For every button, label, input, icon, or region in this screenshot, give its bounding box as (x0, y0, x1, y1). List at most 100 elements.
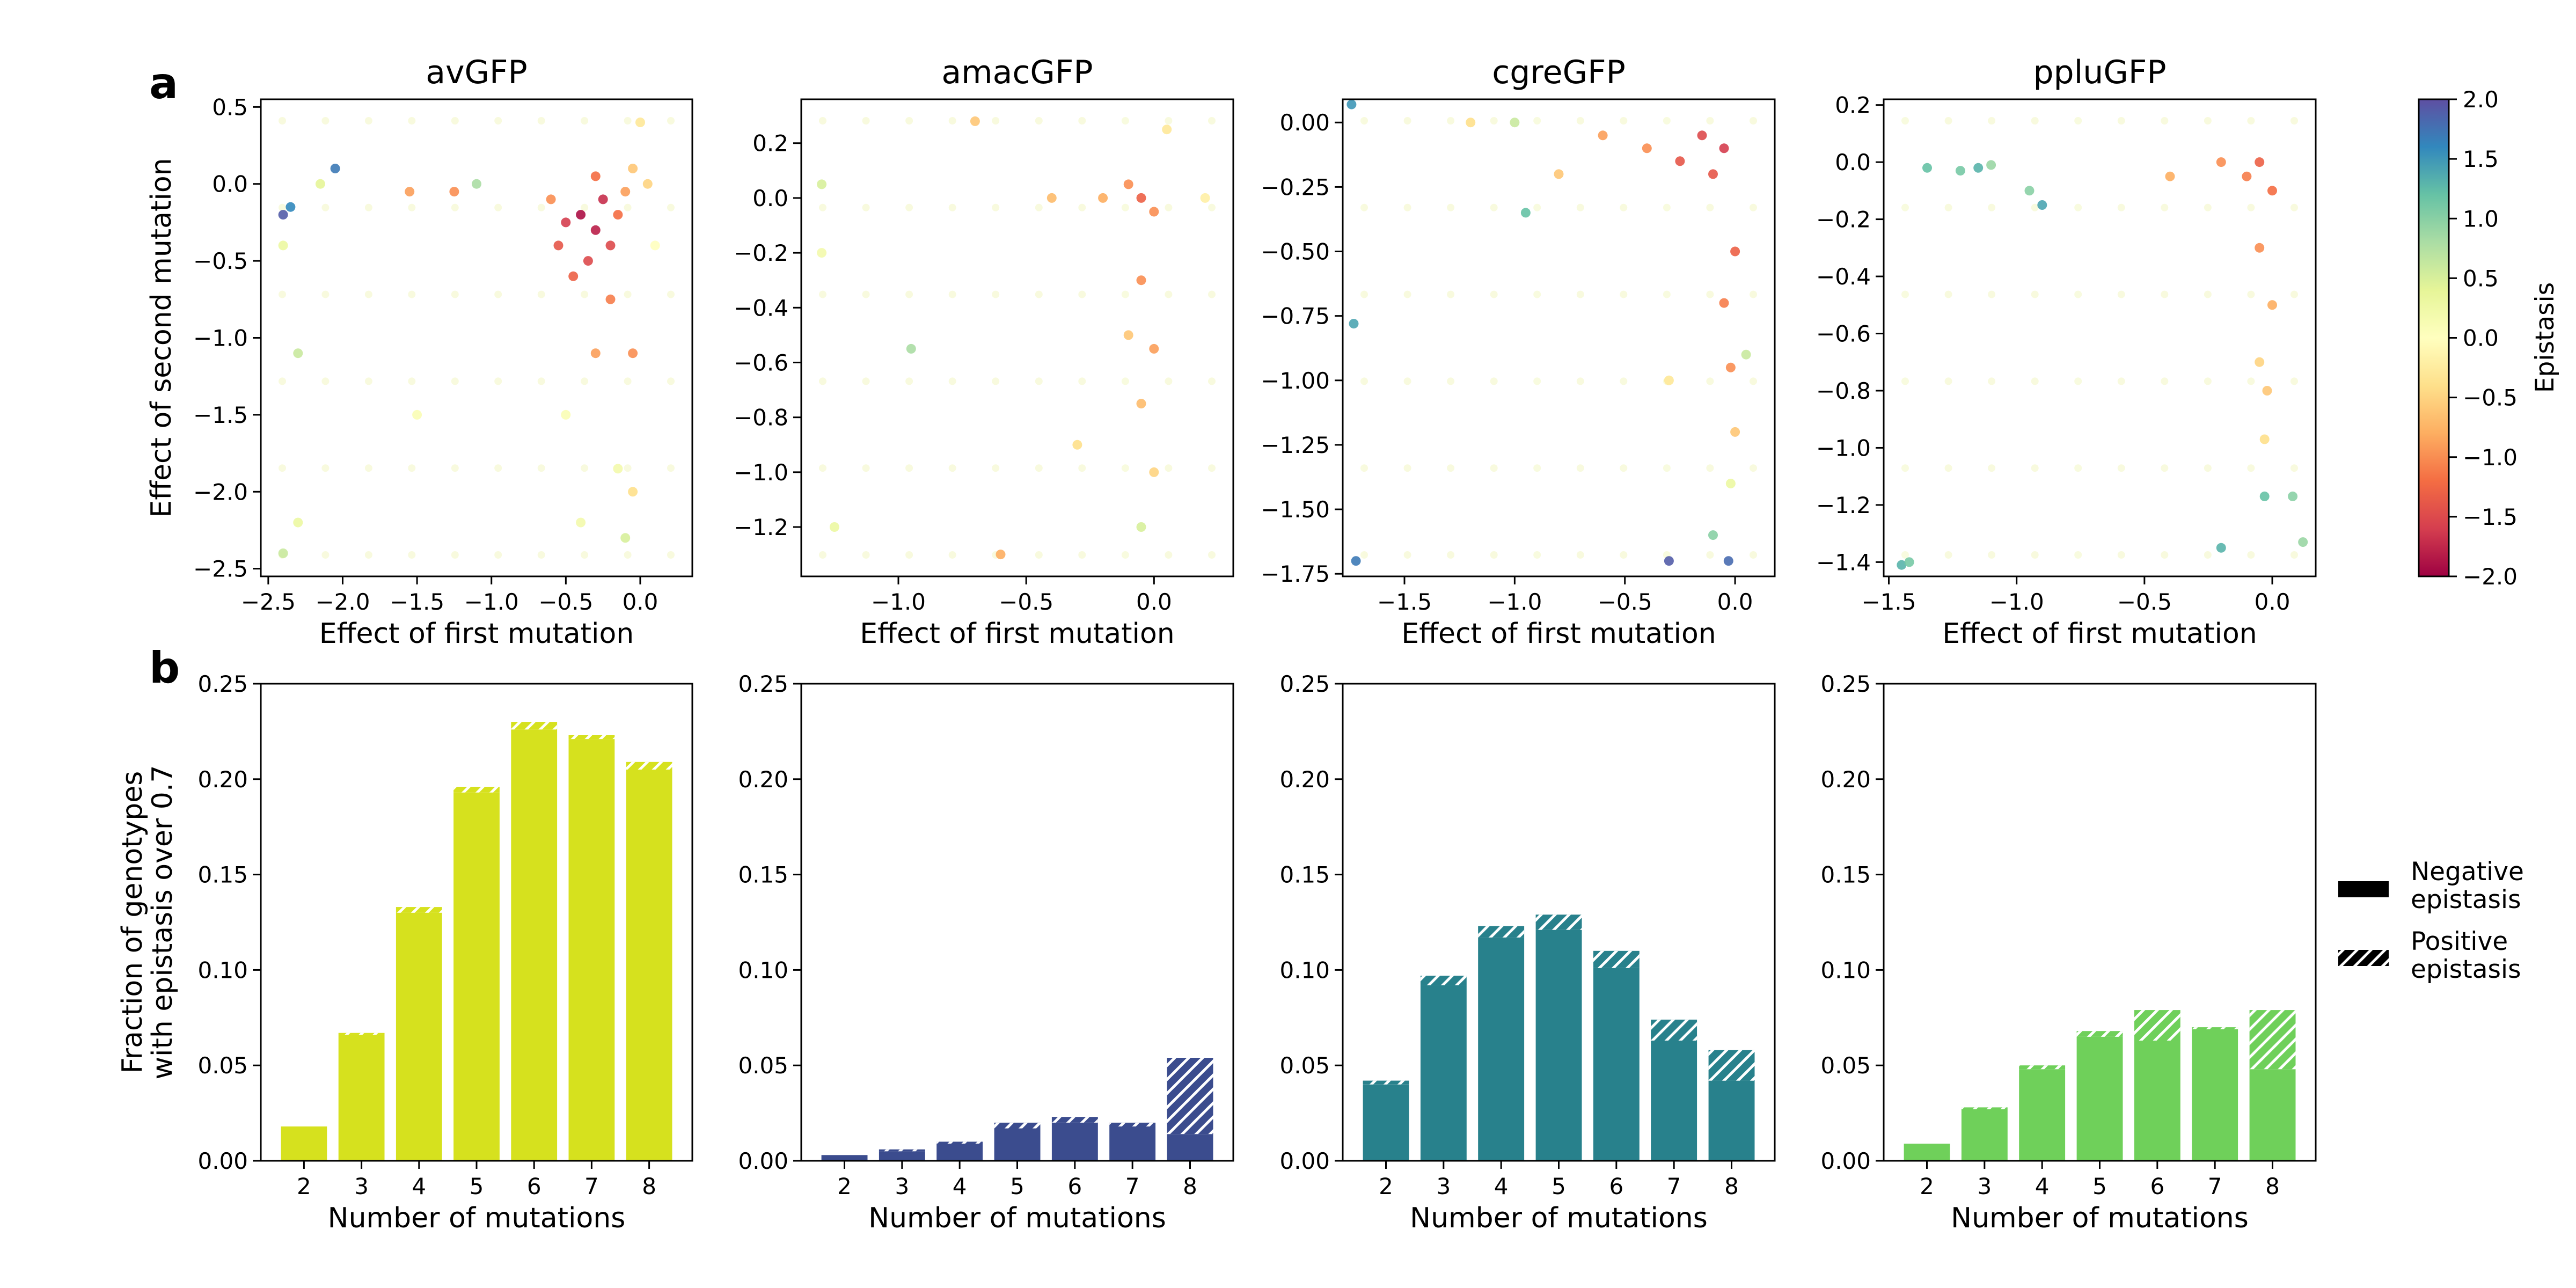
colorbar-tick-label: 1.0 (2463, 206, 2499, 232)
bar-negative (396, 912, 442, 1161)
cloud-point (624, 377, 632, 385)
y-tick-label: −1.2 (734, 514, 788, 540)
bar-negative (1535, 930, 1582, 1161)
scatter-point (1149, 207, 1159, 217)
cloud-point (279, 117, 286, 125)
scatter-panel-2: cgreGFP −1.5 −1.0 −0.5 0.0 0.00 −0.25 −0.50 −0.7… (1261, 54, 1776, 650)
bar-positive-hatch (2249, 1010, 2296, 1070)
cloud-point (321, 117, 330, 125)
scatter-point (829, 522, 839, 532)
cloud-point (537, 551, 545, 559)
scatter-point (620, 533, 631, 543)
scatter-point (1346, 99, 1357, 109)
cloud-point (905, 377, 913, 385)
cloud-point (667, 551, 675, 559)
cloud-point (2247, 551, 2255, 559)
cloud-point (1901, 551, 1909, 559)
scatter-point (605, 240, 616, 251)
cloud-point (1620, 377, 1628, 385)
scatter-point (1708, 169, 1718, 179)
cloud-point (1447, 551, 1455, 559)
bar-positive-hatch (568, 735, 615, 740)
y-tick-label: 0.2 (752, 130, 788, 157)
scatter-point (613, 464, 623, 474)
cloud-point (2117, 551, 2125, 559)
cloud-point (1901, 117, 1909, 125)
cloud-point (1620, 464, 1628, 472)
y-axis-label-line1: Fraction of genotypes (116, 771, 149, 1074)
cloud-point (1901, 377, 1909, 385)
x-tick-label: −1.0 (871, 589, 926, 615)
cloud-point (819, 377, 826, 385)
x-tick-label: −1.5 (1377, 589, 1432, 615)
bar-positive-hatch (1167, 1058, 1213, 1135)
cloud-point (2247, 464, 2255, 472)
cloud-point (494, 551, 502, 559)
cloud-point (1208, 464, 1216, 472)
scatter-point (1149, 467, 1159, 477)
cloud-point (667, 203, 675, 211)
scatter-point (2242, 171, 2252, 181)
cloud-point (1944, 290, 1952, 298)
cloud-point (494, 290, 502, 298)
scatter-point (1741, 349, 1751, 360)
cloud-point (1490, 117, 1498, 125)
y-tick-label: −0.4 (734, 295, 788, 321)
panel-label-b: b (149, 643, 180, 693)
y-tick-label: −1.0 (193, 325, 248, 352)
cloud-point (992, 117, 1000, 125)
cloud-point (1208, 203, 1216, 211)
cloud-point (1706, 551, 1714, 559)
scatter-title: cgreGFP (1492, 54, 1626, 91)
cloud-point (1165, 377, 1173, 385)
x-tick-label: 5 (470, 1173, 484, 1199)
cloud-point (948, 377, 956, 385)
x-tick-label: 8 (642, 1173, 656, 1199)
cloud-point (905, 117, 913, 125)
colorbar-tick-label: −1.5 (2463, 504, 2518, 530)
cloud-point (905, 290, 913, 298)
colorbar-tick-label: 0.0 (2463, 325, 2499, 352)
bar-negative (2134, 1041, 2180, 1161)
scatter-point (1123, 179, 1133, 189)
scatter-point (315, 179, 325, 189)
cloud-point (905, 551, 913, 559)
scatter-point (628, 487, 638, 497)
y-tick-label: −0.2 (1816, 207, 1871, 233)
x-tick-label: 7 (1667, 1173, 1681, 1199)
cloud-point (1121, 117, 1129, 125)
cloud-point (537, 203, 545, 211)
x-tick-label: 0.0 (2255, 589, 2290, 615)
charts-layer: avGFP −2.5 −2.0 −1.5 −1.0 −0.5 0.0 0.5 0.0 −0.5 −1… (116, 54, 2317, 1234)
cloud-point (1901, 203, 1909, 211)
y-tick-label: 0.10 (738, 957, 788, 983)
cloud-point (494, 117, 502, 125)
y-tick-label: −2.0 (193, 479, 248, 505)
scatter-point (1730, 427, 1740, 437)
cloud-point (1165, 290, 1173, 298)
y-tick-label: −1.4 (1816, 549, 1871, 575)
scatter-point (561, 409, 571, 420)
y-axis-label-line2: with epistasis over 0.7 (147, 765, 179, 1080)
bar-positive-hatch (1593, 950, 1640, 968)
scatter-point (576, 517, 586, 528)
cloud-point (1663, 290, 1671, 298)
bar-positive-hatch (1535, 914, 1582, 930)
bar-negative (879, 1151, 925, 1161)
cloud-point (451, 290, 459, 298)
scatter-panel-1: amacGFP −1.0 −0.5 0.0 0.2 0.0 −0.2 −0.4 −0.6 −0.8… (734, 54, 1234, 650)
cloud-point (948, 203, 956, 211)
cloud-point (862, 377, 870, 385)
scatter-point (1136, 522, 1146, 532)
colorbar-tick-label: −2.0 (2463, 564, 2518, 590)
x-tick-label: −1.0 (464, 589, 519, 615)
y-tick-label: −0.50 (1261, 239, 1330, 265)
cloud-point (2117, 464, 2125, 472)
y-tick-label: −1.50 (1261, 496, 1330, 523)
bar-negative (1651, 1041, 1697, 1161)
cloud-point (1360, 377, 1368, 385)
cloud-point (451, 203, 459, 211)
cloud-point (279, 203, 286, 211)
cloud-point (1944, 551, 1952, 559)
bar-negative (568, 739, 615, 1161)
